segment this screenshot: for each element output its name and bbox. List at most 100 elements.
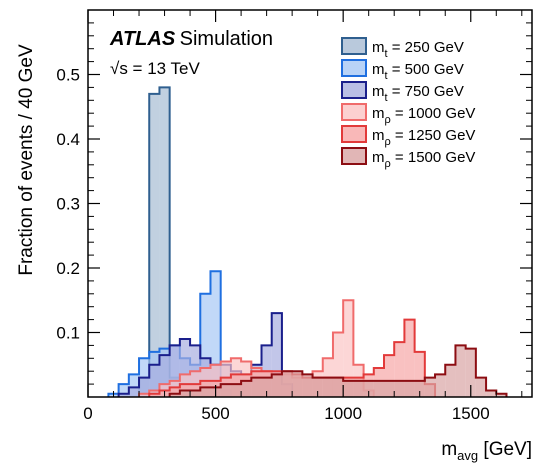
histogram-bin [281, 371, 293, 397]
histogram-bin [220, 384, 231, 397]
histogram-bin [394, 342, 405, 397]
histogram-bin [210, 271, 221, 397]
y-tick-label: 0.4 [56, 130, 80, 149]
histogram-bin [322, 377, 333, 397]
histogram-bin [363, 380, 374, 397]
histogram-bin [139, 393, 150, 397]
histogram-bin [139, 377, 150, 397]
histogram-bin [404, 380, 415, 397]
histogram-bin [261, 377, 272, 397]
histogram-bin [179, 390, 191, 397]
histogram-bin [230, 384, 242, 397]
histogram-bin [404, 319, 415, 397]
x-axis-title-unit: [GeV] [478, 439, 532, 460]
axis-tick-labels: 0 500 1000 1500 0.1 0.2 0.3 0.4 0.5 [56, 66, 489, 424]
legend-entry: mρ = 1250 GeV [341, 125, 475, 148]
histogram-bin [241, 380, 252, 397]
y-tick-label: 0.1 [56, 324, 80, 343]
legend-label: mt = 500 GeV [372, 61, 464, 82]
histogram-bin [343, 380, 354, 397]
histogram-bin [353, 380, 364, 397]
legend-entry: mt = 750 GeV [341, 81, 464, 104]
histogram-bin [455, 345, 466, 397]
legend-swatch [341, 125, 367, 143]
legend-label: mρ = 1250 GeV [372, 127, 475, 148]
histogram-series-layer [107, 86, 508, 398]
legend-entry: mt = 500 GeV [341, 59, 464, 82]
x-axis-title: mavg [GeV] [441, 439, 532, 463]
histogram-bin [200, 387, 211, 397]
histogram-bin [302, 374, 313, 397]
histogram-bin [169, 387, 180, 397]
x-tick-label: 0 [83, 404, 92, 423]
histogram-outline [168, 344, 508, 397]
histogram-bin [190, 390, 201, 397]
histogram-bin [445, 364, 456, 397]
simulation-label: Simulation [180, 28, 273, 50]
axis-ticks [87, 10, 532, 397]
histogram-bin [435, 374, 446, 397]
energy-label: √s = 13 TeV [110, 59, 200, 78]
legend-swatch [341, 81, 367, 99]
y-tick-label: 0.2 [56, 259, 80, 278]
legend-swatch [341, 147, 367, 165]
legend-entry: mρ = 1000 GeV [341, 103, 475, 126]
legend-label: mt = 750 GeV [372, 83, 464, 104]
legend-label: mt = 250 GeV [372, 39, 464, 60]
histogram-bin [118, 393, 129, 397]
histogram-bin [169, 345, 180, 397]
x-tick-label: 1500 [452, 404, 490, 423]
histogram-bin [384, 380, 395, 397]
histogram-bin [251, 377, 262, 397]
legend-entry: mρ = 1500 GeV [341, 147, 475, 170]
histogram-bin [169, 393, 180, 397]
histogram-outline [138, 299, 375, 397]
x-tick-label: 1000 [324, 404, 362, 423]
histogram-bin [332, 332, 344, 397]
histogram-bin [149, 364, 160, 397]
histogram-bin [159, 87, 170, 398]
histogram-bin [496, 393, 507, 397]
histogram-bin [128, 387, 140, 397]
histogram-bin [271, 313, 282, 397]
histogram-bin [149, 93, 160, 397]
histogram-bin [414, 380, 425, 397]
legend-swatch [341, 59, 367, 77]
histogram-series-6 [168, 344, 508, 397]
histogram-bin [118, 384, 129, 397]
histogram-bin [159, 355, 170, 397]
histogram-bin [394, 380, 405, 397]
legend-entry: mt = 250 GeV [341, 37, 464, 60]
histogram-bin [373, 380, 384, 397]
histogram-bin [179, 338, 191, 397]
histogram-bin [486, 390, 497, 397]
legend-label: mρ = 1000 GeV [372, 105, 475, 126]
legend-swatch [341, 37, 367, 55]
histogram-bin [128, 374, 140, 397]
histogram-bin [414, 351, 425, 397]
histogram-outline [117, 312, 294, 397]
atlas-label: ATLAS [109, 28, 176, 50]
y-tick-label: 0.5 [56, 66, 80, 85]
legend-label: mρ = 1500 GeV [372, 149, 475, 170]
experiment-label: ATLAS Simulation [109, 28, 273, 50]
histogram-bin [312, 377, 323, 397]
histogram-bin [292, 371, 303, 397]
histogram-bin [465, 348, 476, 397]
histogram-bin [149, 393, 160, 397]
y-axis-title: Fraction of events / 40 GeV [16, 44, 37, 276]
histogram-bin [271, 374, 282, 397]
histogram-bin [424, 377, 436, 397]
histogram-bin [200, 293, 211, 397]
x-axis-title-main: m [441, 439, 457, 460]
x-tick-label: 500 [201, 404, 229, 423]
y-tick-label: 0.3 [56, 195, 80, 214]
legend-swatch [341, 103, 367, 121]
x-axis-title-subscript: avg [457, 448, 478, 463]
histogram-bin [332, 377, 344, 397]
histogram-bin [384, 355, 395, 397]
histogram-bin [343, 300, 354, 397]
histogram-bin [475, 377, 487, 397]
